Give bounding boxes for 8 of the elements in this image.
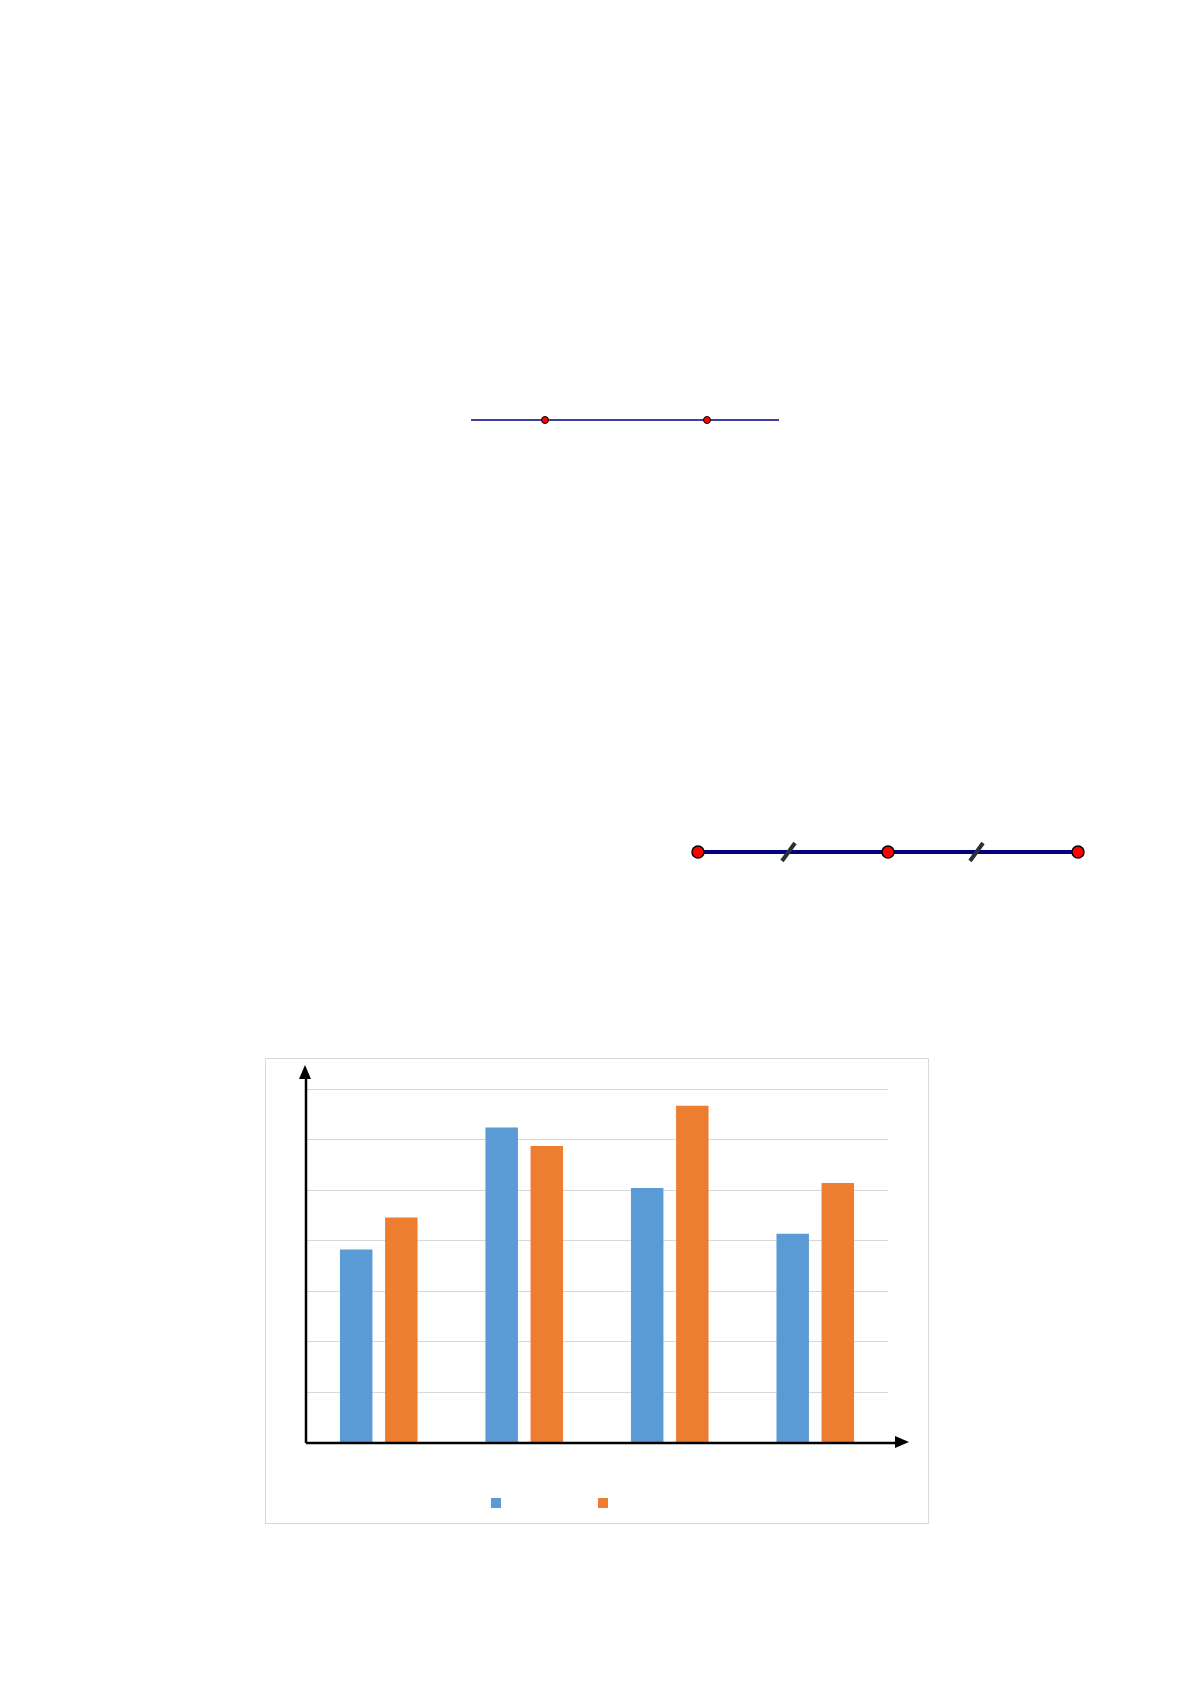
bar <box>821 1183 855 1443</box>
bar <box>339 1249 373 1443</box>
bar <box>530 1145 564 1443</box>
bar <box>630 1188 664 1443</box>
bar <box>485 1127 518 1443</box>
bar <box>676 1105 709 1443</box>
bar <box>776 1233 809 1443</box>
bar <box>385 1217 418 1443</box>
